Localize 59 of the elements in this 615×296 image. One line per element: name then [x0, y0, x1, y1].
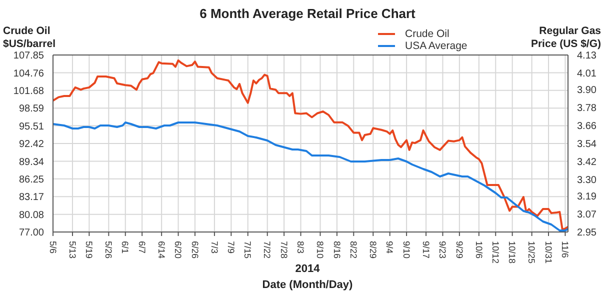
y2-tick-label: 3.66	[577, 121, 597, 132]
y2-tick-label: 3.90	[577, 85, 597, 96]
y2-tick-label: 3.78	[577, 103, 597, 114]
y-tick-label: 101.68	[13, 86, 44, 97]
x-tick-label: 9/10	[401, 241, 412, 259]
y-tick-label: 77.00	[18, 228, 44, 239]
x-tick-label: 10/31	[543, 241, 554, 264]
x-tick-label: 8/16	[332, 241, 342, 259]
y2-tick-label: 3.19	[577, 192, 597, 203]
legend-label: Crude Oil	[405, 28, 450, 40]
x-tick-label: 7/28	[278, 241, 289, 259]
x-tick-label: 8/10	[315, 241, 326, 259]
x-tick-label: 7/15	[242, 241, 253, 259]
y2-tick-label: 3.54	[577, 139, 597, 150]
y2-tick-label: 2.95	[577, 228, 597, 239]
x-tick-label: 5/26	[104, 241, 114, 259]
x-tick-label: 6/20	[173, 241, 184, 259]
y-tick-label: 95.51	[18, 121, 44, 132]
x-tick-label: 10/12	[490, 241, 500, 264]
x-tick-label: 6/14	[156, 241, 166, 259]
x-axis-title: Date (Month/Day)	[261, 279, 354, 291]
y2-tick-label: 3.30	[577, 175, 597, 186]
x-tick-label: 9/17	[420, 241, 431, 259]
y-tick-label: 89.34	[18, 156, 44, 168]
legend-label: USA Average	[405, 40, 468, 52]
y2-axis-title: Regular Gas Price (US $/G)	[530, 25, 601, 51]
x-tick-label: 6/1	[120, 241, 130, 254]
y-tick-label: 83.17	[18, 192, 44, 204]
x-tick-label: 10/6	[474, 241, 484, 259]
y-tick-label: 104.76	[13, 68, 44, 80]
x-tick-label: 10/18	[507, 241, 518, 264]
y-tick-label: 86.25	[18, 174, 44, 186]
y-tick-label: 107.85	[13, 50, 44, 62]
x-tick-label: 8/22	[348, 241, 358, 259]
y2-tick-label: 4.01	[577, 68, 597, 80]
y-tick-label: 98.59	[18, 104, 44, 115]
chart-title: 6 Month Average Retail Price Chart	[198, 6, 416, 21]
x-tick-label: 5/13	[67, 241, 78, 259]
x-tick-label: 8/29	[368, 241, 378, 259]
x-tick-label: 9/29	[454, 241, 464, 259]
x-tick-label: 5/6	[48, 241, 58, 254]
y-tick-label: 92.42	[18, 139, 44, 150]
x-tick-label: 9/23	[438, 241, 448, 259]
x-tick-label: 7/22	[262, 241, 272, 259]
x-tick-label: 9/4	[384, 241, 395, 254]
x-tick-label: 6/26	[190, 241, 200, 259]
x-tick-label: 5/19	[84, 241, 94, 259]
y-tick-label: 80.08	[18, 210, 44, 221]
text: 2014	[294, 263, 321, 275]
x-tick-label: 10/25	[526, 241, 537, 264]
y2-tick-label: 3.42	[577, 157, 597, 168]
x-tick-label: 11/6	[560, 241, 570, 258]
x-tick-label: 7/3	[209, 241, 220, 254]
x-tick-label: 6/7	[136, 241, 147, 254]
x-tick-label: 8/3	[296, 241, 306, 254]
y-axis-title: Crude Oil $US/barrel	[3, 25, 56, 51]
x-tick-label: 7/9	[226, 241, 236, 254]
y2-tick-label: 4.13	[577, 50, 597, 62]
y2-tick-label: 3.07	[577, 210, 597, 221]
